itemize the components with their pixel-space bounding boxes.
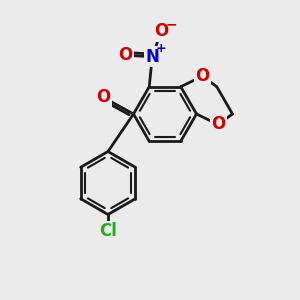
Text: Cl: Cl <box>99 222 117 240</box>
Text: +: + <box>156 42 166 55</box>
Text: O: O <box>195 67 209 85</box>
Text: −: − <box>165 18 177 32</box>
Text: O: O <box>154 22 168 40</box>
Text: O: O <box>211 116 225 134</box>
Text: O: O <box>118 46 132 64</box>
Text: O: O <box>96 88 111 106</box>
Text: N: N <box>145 48 159 66</box>
